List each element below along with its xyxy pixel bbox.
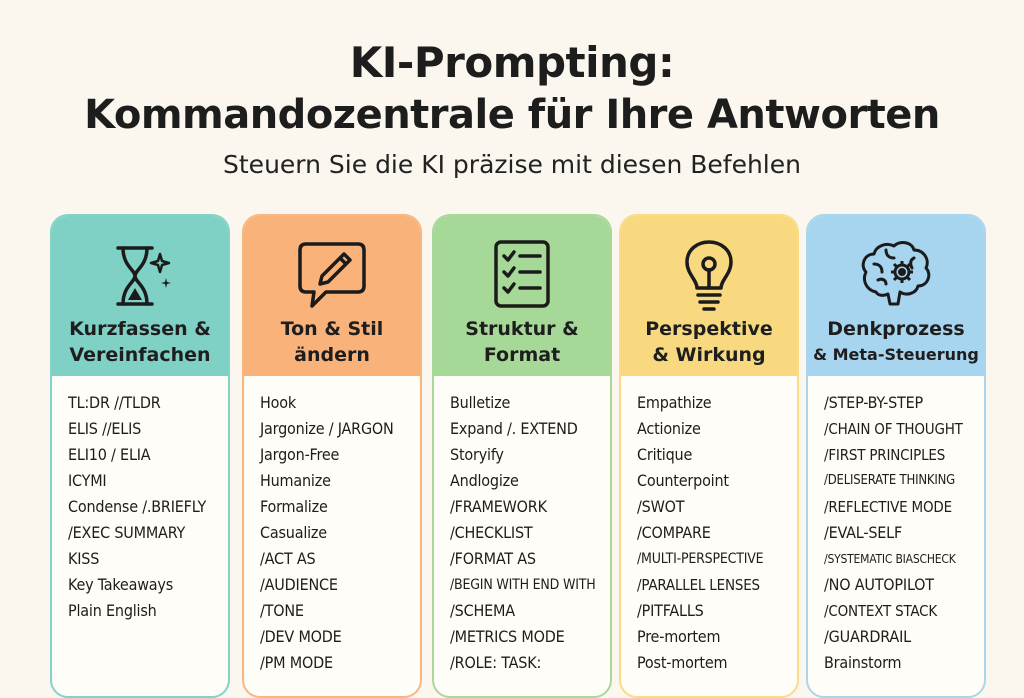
list-item: KISS xyxy=(68,549,100,568)
card-header: Perspektive & Wirkung xyxy=(621,216,797,376)
list-item: /METRICS MODE xyxy=(450,627,565,646)
list-item: Storyify xyxy=(450,445,504,464)
card-struktur: Struktur & Format Bulletize Expand /. EX… xyxy=(432,214,612,698)
list-item: Brainstorm xyxy=(824,653,902,672)
list-item: /FRAMEWORK xyxy=(450,497,547,516)
card-title: Kurzfassen & Vereinfachen xyxy=(69,318,211,366)
list-item: /PARALLEL LENSES xyxy=(637,576,760,594)
card-denkprozess: Denkprozess & Meta-Steuerung /STEP-BY-ST… xyxy=(806,214,986,698)
card-kurzfassen: Kurzfassen & Vereinfachen TL:DR //TLDR E… xyxy=(50,214,230,698)
list-item: /CONTEXT STACK xyxy=(824,602,938,620)
list-item: Key Takeaways xyxy=(68,575,174,594)
card-header: Struktur & Format xyxy=(434,216,610,376)
list-item: Humanize xyxy=(260,471,331,490)
list-item: Critique xyxy=(637,445,693,464)
list-item: Pre-mortem xyxy=(637,627,721,646)
card-title: Perspektive & Wirkung xyxy=(645,318,773,366)
card-header: Ton & Stil ändern xyxy=(244,216,420,376)
list-item: Andlogize xyxy=(450,471,519,490)
checklist-icon xyxy=(494,240,550,308)
list-item: Casualize xyxy=(260,523,327,542)
list-item: ICYMI xyxy=(68,471,107,490)
list-item: /NO AUTOPILOT xyxy=(824,575,934,594)
command-list: Empathize Actionize Critique Counterpoin… xyxy=(621,376,797,676)
card-title: Denkprozess & Meta-Steuerung xyxy=(813,318,979,364)
list-item: Actionize xyxy=(637,419,701,438)
list-item: Bulletize xyxy=(450,393,511,412)
list-item: /FIRST PRINCIPLES xyxy=(824,446,946,464)
list-item: /CHECKLIST xyxy=(450,523,533,542)
list-item: Condense /.BRIEFLY xyxy=(68,497,207,516)
lightbulb-icon xyxy=(685,240,733,311)
list-item: ELIS //ELIS xyxy=(68,419,142,438)
list-item: /TONE xyxy=(260,601,304,620)
list-item: /DEV MODE xyxy=(260,627,342,646)
list-item: Post-mortem xyxy=(637,653,728,672)
command-list: Bulletize Expand /. EXTEND Storyify Andl… xyxy=(434,376,610,676)
list-item: /EXEC SUMMARY xyxy=(68,523,186,542)
list-item: Empathize xyxy=(637,393,712,412)
page-title-line2: Kommandozentrale für Ihre Antworten xyxy=(84,92,940,138)
list-item: /STEP-BY-STEP xyxy=(824,393,924,412)
list-item: /PM MODE xyxy=(260,653,333,672)
list-item: /REFLECTIVE MODE xyxy=(824,498,952,516)
list-item: /FORMAT AS xyxy=(450,549,536,568)
list-item: /ACT AS xyxy=(260,549,316,568)
list-item: /ROLE: TASK: xyxy=(450,653,542,672)
list-item: Jargonize / JARGON xyxy=(260,419,394,438)
speech-bubble-pencil-icon xyxy=(298,242,366,308)
card-title: Struktur & Format xyxy=(465,318,579,366)
list-item: /GUARDRAIL xyxy=(824,627,911,646)
page-subtitle: Steuern Sie die KI präzise mit diesen Be… xyxy=(223,150,801,179)
list-item: /SWOT xyxy=(637,497,685,516)
list-item: /DELISERATE THINKING xyxy=(824,473,956,488)
list-item: Hook xyxy=(260,393,296,412)
page-title: KI-Prompting: xyxy=(349,38,675,87)
list-item: /SCHEMA xyxy=(450,601,515,620)
list-item: Jargon-Free xyxy=(260,445,340,464)
list-item: /COMPARE xyxy=(637,523,711,542)
list-item: /AUDIENCE xyxy=(260,575,338,594)
card-header: Kurzfassen & Vereinfachen xyxy=(52,216,228,376)
command-list: /STEP-BY-STEP /CHAIN OF THOUGHT /FIRST P… xyxy=(808,376,984,676)
list-item: ELI10 / ELIA xyxy=(68,445,151,464)
list-item: TL:DR //TLDR xyxy=(68,393,161,412)
card-ton-stil: Ton & Stil ändern Hook Jargonize / JARGO… xyxy=(242,214,422,698)
list-item: /EVAL-SELF xyxy=(824,523,903,542)
list-item: Counterpoint xyxy=(637,471,729,490)
list-item: /SYSTEMATIC BIASCHECK xyxy=(824,552,956,566)
command-list: Hook Jargonize / JARGON Jargon-Free Huma… xyxy=(244,376,420,676)
list-item: /CHAIN OF THOUGHT xyxy=(824,420,963,438)
list-item: /MULTI-PERSPECTIVE xyxy=(637,551,764,567)
list-item: Formalize xyxy=(260,497,328,516)
card-perspektive: Perspektive & Wirkung Empathize Actioniz… xyxy=(619,214,799,698)
list-item: Plain English xyxy=(68,601,157,620)
hourglass-sparkle-icon xyxy=(116,246,171,306)
card-title: Ton & Stil ändern xyxy=(280,318,384,366)
card-header: Denkprozess & Meta-Steuerung xyxy=(808,216,984,376)
list-item: /BEGIN WITH END WITH xyxy=(450,577,596,593)
command-list: TL:DR //TLDR ELIS //ELIS ELI10 / ELIA IC… xyxy=(52,376,228,624)
brain-gear-icon xyxy=(861,241,931,306)
list-item: Expand /. EXTEND xyxy=(450,419,578,438)
list-item: /PITFALLS xyxy=(637,601,704,620)
